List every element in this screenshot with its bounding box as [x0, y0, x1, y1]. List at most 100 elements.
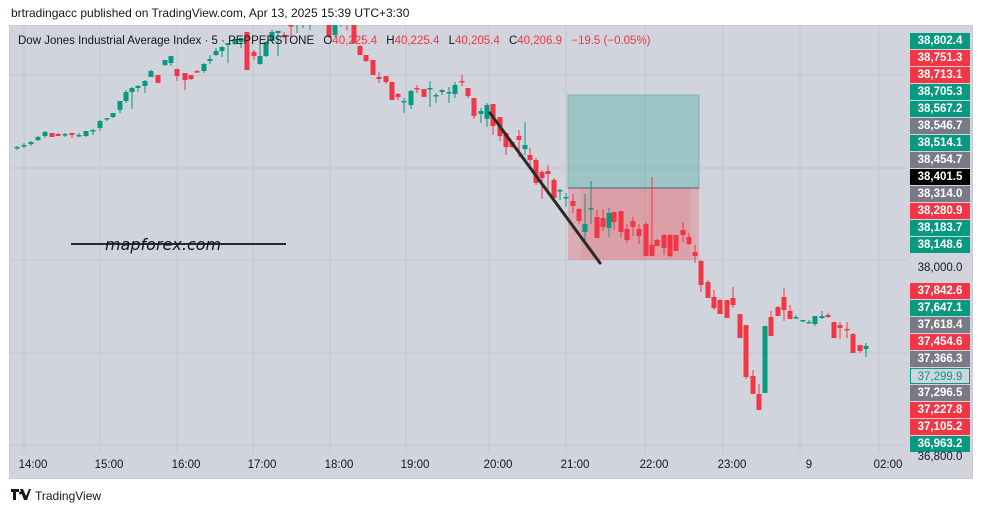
published-caption: brtradingacc published on TradingView.co…: [11, 6, 410, 20]
candle-body: [636, 229, 642, 236]
chart-area[interactable]: [9, 25, 973, 479]
candle-body: [698, 261, 704, 285]
low-label: L: [448, 35, 455, 47]
time-tick-label: 20:00: [483, 459, 513, 471]
time-tick-label: 02:00: [873, 459, 903, 471]
high-label: H: [386, 35, 395, 47]
candle-body: [857, 345, 863, 351]
candle-body: [576, 209, 582, 221]
price-label: 37,618.4: [910, 317, 970, 333]
price-label: 37,454.6: [910, 334, 970, 350]
candle-body: [545, 171, 551, 174]
candle-body: [539, 172, 545, 178]
candle-body: [522, 145, 528, 149]
price-label: 38,514.1: [910, 135, 970, 151]
candle-body: [148, 71, 154, 77]
tradingview-logo[interactable]: TradingView: [11, 489, 101, 503]
candle-body: [421, 89, 427, 97]
high-value: 40,225.4: [394, 35, 440, 47]
time-tick-label: 17:00: [247, 459, 277, 471]
candle-body: [837, 325, 843, 328]
price-label: 37,299.9: [910, 368, 970, 384]
price-label: 37,842.6: [910, 283, 970, 299]
candle-body: [42, 132, 48, 136]
close-value: 40,206.9: [517, 35, 563, 47]
open-label: O: [323, 35, 333, 47]
candle-body: [551, 180, 557, 198]
candle-body: [288, 25, 294, 27]
time-axis[interactable]: 14:00 15:00 16:00 17:00 18:00 19:00 20:00 21:00…: [9, 453, 909, 478]
close-label: C: [508, 35, 518, 47]
low-value: 40,205.4: [454, 35, 500, 47]
price-label: 37,366.3: [910, 351, 970, 367]
candle-body: [219, 47, 225, 51]
candle-body: [692, 252, 698, 256]
candle-body: [439, 90, 445, 92]
candle-body: [606, 213, 612, 228]
candle-body: [194, 71, 200, 73]
price-label: 37,227.8: [910, 402, 970, 418]
candle-body: [516, 136, 522, 140]
candle-body: [737, 314, 743, 338]
price-scale[interactable]: 38,802.4 38,751.3 38,713.1 38,705.3 38,567.2…: [907, 25, 973, 463]
candle-body: [717, 300, 723, 314]
candle-body: [618, 211, 624, 232]
candle-body: [781, 297, 787, 310]
candle-body: [90, 130, 96, 132]
tradingview-logo-icon: [11, 489, 31, 503]
candle-body: [110, 113, 116, 117]
time-tick-label: 19:00: [400, 459, 430, 471]
price-label: 37,105.2: [910, 419, 970, 435]
candle-body: [104, 118, 110, 120]
time-tick-label: 14:00: [18, 459, 48, 471]
trendline: [488, 111, 602, 265]
price-label: 37,296.5: [910, 385, 970, 401]
time-tick-label: 23:00: [717, 459, 747, 471]
target-zone: [567, 94, 700, 189]
candle-body: [129, 88, 135, 92]
time-tick-label: 18:00: [324, 459, 354, 471]
price-label: 38,183.7: [910, 220, 970, 236]
candle-body: [201, 64, 207, 71]
candle-body: [162, 60, 168, 65]
time-tick-label: 15:00: [94, 459, 124, 471]
candle-body: [389, 82, 395, 100]
candle-body: [433, 95, 439, 97]
candle-body: [654, 240, 660, 246]
candle-body: [55, 134, 61, 136]
candle-body: [251, 52, 257, 56]
candle-body: [142, 81, 148, 86]
candle-body: [135, 86, 141, 88]
time-tick-label: 9: [805, 459, 813, 471]
candle-body: [611, 212, 617, 222]
candle-body: [446, 92, 452, 94]
candle-body: [69, 133, 75, 135]
candle-body: [408, 91, 414, 105]
price-label: 38,567.2: [910, 101, 970, 117]
candle-body: [83, 131, 89, 136]
candle-body: [155, 75, 161, 83]
candle-body: [370, 60, 376, 75]
candle-body: [395, 94, 401, 97]
price-label: 38,713.1: [910, 67, 970, 83]
candle-body: [257, 56, 263, 64]
candle-body: [28, 142, 34, 144]
candlestick-plot[interactable]: [9, 25, 907, 453]
change-value: −19.5 (−0.05%): [571, 35, 651, 47]
candle-body: [570, 201, 576, 206]
candle-body: [376, 77, 382, 79]
price-label: 38,000.0: [917, 262, 963, 274]
price-label: 37,647.1: [910, 300, 970, 316]
candle-body: [232, 39, 238, 44]
price-label: 38,546.7: [910, 118, 970, 134]
price-label: 38,401.5: [910, 169, 970, 185]
open-value: 40,225.4: [332, 35, 378, 47]
candle-body: [667, 235, 673, 256]
candle-body: [182, 73, 188, 80]
price-label: 38,314.0: [910, 186, 970, 202]
candle-body: [117, 101, 123, 110]
candle-body: [594, 217, 600, 238]
candle-body: [850, 334, 856, 353]
candle-body: [263, 42, 269, 56]
candle-body: [630, 221, 636, 227]
